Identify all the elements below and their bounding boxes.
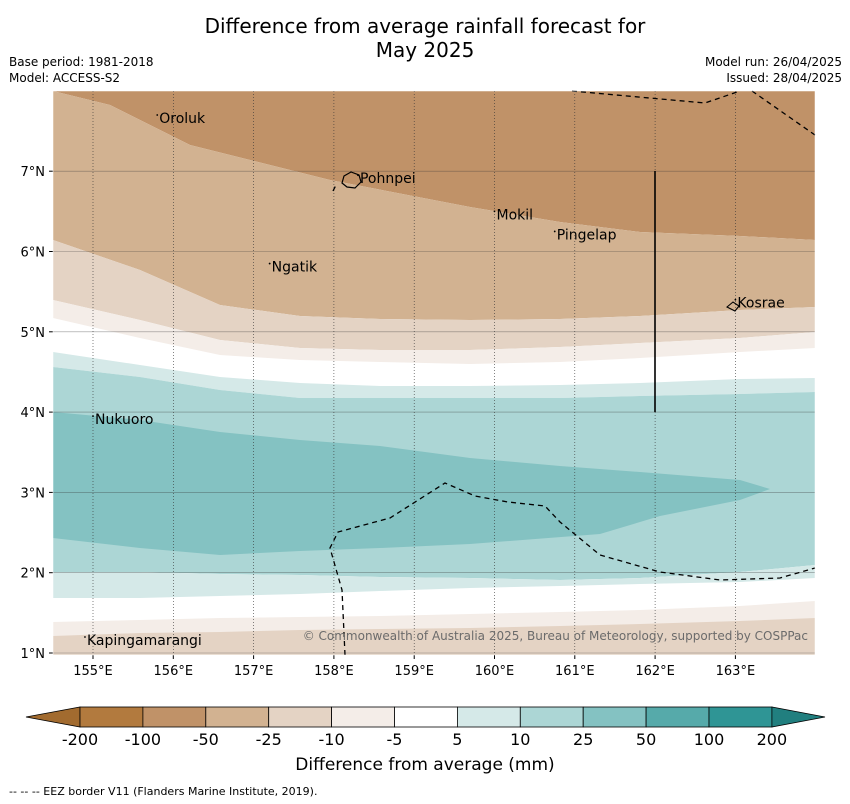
place-label: Pingelap (557, 227, 617, 243)
colorbar-title: Difference from average (mm) (295, 755, 555, 775)
model-name: Model: ACCESS-S2 (9, 71, 121, 85)
place-label: Nukuoro (95, 412, 153, 428)
island-marker (493, 210, 496, 213)
island-marker (734, 298, 737, 301)
colorbar-tick-label: 200 (757, 730, 788, 749)
pohnpei-island-outline (341, 171, 362, 189)
colorbar-swatch (394, 706, 458, 728)
colorbar-tick-label: -5 (387, 730, 403, 749)
colorbar-swatch (519, 706, 584, 728)
eez-border (329, 90, 816, 656)
colorbar: -200 -100 -50 -25 -10 -5 5 10 25 50 100 200 (25, 706, 826, 749)
band-minus-50 (53, 91, 815, 320)
island-marker (156, 114, 159, 116)
title-line-2: May 2025 (375, 38, 475, 62)
footnote: -- -- -- EEZ border V11 (Flanders Marine… (9, 785, 318, 798)
colorbar-tick-label: 100 (694, 730, 725, 749)
colorbar-swatch (582, 706, 647, 728)
place-label: Ngatik (272, 260, 318, 276)
colorbar-tick-label: -200 (62, 730, 98, 749)
colorbar-swatch (456, 706, 521, 728)
colorbar-tick-label: -100 (125, 730, 161, 749)
title-line-1: Difference from average rainfall forecas… (204, 14, 646, 38)
copyright-text: © Commonwealth of Australia 2025, Bureau… (303, 629, 808, 643)
place-label: Pohnpei (360, 171, 416, 187)
rainfall-bands (53, 91, 815, 655)
lon-tick-label: 163°E (716, 664, 756, 679)
kosrae-island-outline (726, 301, 740, 312)
lat-tick-label: 2°N (21, 567, 46, 582)
place-label: Kapingamarangi (87, 633, 202, 649)
colorbar-extend-low (25, 706, 81, 728)
lon-tick-label: 161°E (555, 664, 595, 679)
colorbar-swatch (79, 706, 144, 728)
place-label: Mokil (497, 207, 534, 223)
colorbar-tick-label: -25 (256, 730, 282, 749)
band-minus-25-south (53, 618, 815, 655)
band-plus-50 (53, 412, 770, 555)
colorbar-swatch (331, 706, 395, 728)
lat-tick-label: 3°N (21, 486, 46, 501)
colorbar-tick-label: -10 (319, 730, 345, 749)
lat-tick-label: 4°N (21, 406, 46, 421)
place-labels: Oroluk Pohnpei Mokil Pingelap Ngatik Kosrae Nu… (84, 111, 785, 649)
meta-right: Model run: 26/04/2025 Issued: 28/04/2025 (705, 54, 842, 86)
meta-left: Base period: 1981-2018 Model: ACCESS-S2 (9, 54, 154, 86)
lon-tick-label: 158°E (314, 664, 354, 679)
axis-labels: 155°E 156°E 157°E 158°E 159°E 160°E 161°E 162°E… (21, 165, 756, 679)
band-plus-10 (53, 352, 815, 398)
colorbar-tick-label: 5 (452, 730, 462, 749)
gridlines (53, 91, 815, 655)
map-frame (52, 90, 816, 656)
issued-date: Issued: 28/04/2025 (726, 71, 842, 85)
band-minus-100 (53, 91, 815, 240)
colorbar-tick-label: 10 (510, 730, 530, 749)
lon-tick-label: 162°E (635, 664, 675, 679)
lon-tick-label: 156°E (154, 664, 194, 679)
island-marker (84, 636, 86, 638)
colorbar-extend-high (771, 706, 826, 728)
band-minus-25 (53, 240, 815, 350)
island-marker (357, 174, 359, 177)
colorbar-swatch (645, 706, 710, 728)
colorbar-tick-label: 25 (573, 730, 593, 749)
place-label: Kosrae (737, 296, 784, 312)
lat-tick-label: 7°N (21, 165, 46, 180)
island-marker (553, 230, 556, 233)
band-plus-10-south (53, 565, 815, 598)
band-minus-10 (53, 300, 815, 364)
colorbar-tick-label: 50 (636, 730, 656, 749)
place-label: Oroluk (159, 111, 206, 127)
lat-tick-label: 6°N (21, 246, 46, 261)
colorbar-swatch (708, 706, 773, 728)
lon-tick-label: 160°E (475, 664, 515, 679)
lon-tick-label: 159°E (394, 664, 434, 679)
base-period: Base period: 1981-2018 (9, 55, 154, 69)
colorbar-swatch (268, 706, 333, 728)
island-marker (92, 415, 94, 418)
colorbar-tick-label: -50 (193, 730, 219, 749)
lon-tick-label: 157°E (234, 664, 274, 679)
lat-tick-label: 5°N (21, 326, 46, 341)
colorbar-swatch (142, 706, 207, 728)
chart-title: Difference from average rainfall forecas… (0, 14, 850, 62)
lon-tick-label: 155°E (73, 664, 113, 679)
lat-tick-label: 1°N (21, 647, 46, 662)
model-run: Model run: 26/04/2025 (704, 55, 842, 69)
island-marker (268, 262, 271, 265)
colorbar-swatch (205, 706, 270, 728)
